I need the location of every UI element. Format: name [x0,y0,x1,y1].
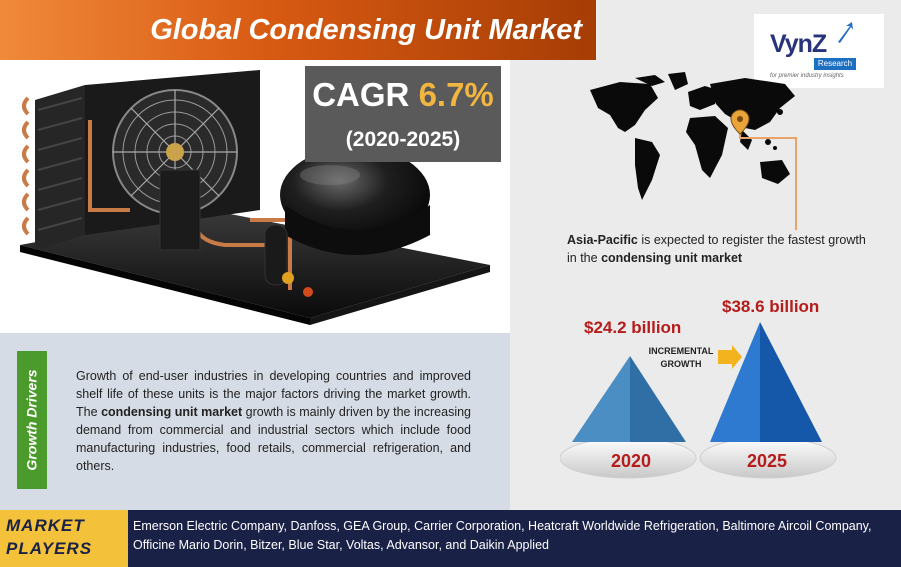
incremental-arrow-icon [718,345,742,369]
logo [754,14,884,88]
cagr-period: (2020-2025) [345,128,461,151]
market-players-bar [0,510,901,567]
value-2020: $24.2 billion [584,318,682,337]
logo-arrow-icon [838,22,853,43]
location-pin-icon [730,109,797,230]
region-highlight-text: Asia-Pacific is expected to register the… [567,231,877,267]
market-size-pyramids [560,322,837,479]
drivers-highlight: condensing unit market [101,405,243,419]
logo-name: VynZ [770,30,827,58]
market-players-list: Emerson Electric Company, Danfoss, GEA G… [133,519,872,552]
cagr-box [305,66,501,162]
page-title: Global Condensing Unit Market [150,14,582,46]
growth-drivers-text: Growth of end-user industries in develop… [76,367,471,475]
region-name: Asia-Pacific [567,233,638,247]
players-label-line1: MARKET [6,516,85,535]
cagr-label: CAGR [312,76,410,113]
drivers-text-2: growth is mainly driven by the increasin… [76,405,472,473]
logo-sub: Research [814,58,856,70]
drivers-text-1: Growth of end-user industries in develop… [76,369,471,419]
incremental-line1: INCREMENTAL [648,346,714,356]
market-players-label: MARKET PLAYERS [6,514,126,560]
condensing-unit-image [20,70,490,325]
market-players-label-bg [0,510,128,567]
cagr-line: CAGR 6.7% [305,76,501,114]
incremental-growth-label: INCREMENTAL GROWTH [641,345,721,371]
pyramid-2020 [572,356,686,442]
cagr-value: 6.7% [418,76,494,113]
value-2025: $38.6 billion [722,297,820,316]
region-market-highlight: condensing unit market [601,251,743,265]
region-text-mid: is expected to register the fastest grow… [567,233,866,265]
title-banner [0,0,596,60]
year-2020: 2020 [611,451,652,471]
logo-tagline: for premier industry insights [770,73,844,79]
incremental-line2: GROWTH [660,359,702,369]
players-label-line2: PLAYERS [6,539,93,558]
growth-drivers-label: Growth Drivers [24,369,41,471]
growth-drivers-tab [17,351,47,489]
growth-drivers-label-wrap: Growth Drivers [17,351,47,489]
pyramid-2025 [710,322,822,442]
year-2025: 2025 [747,451,788,471]
growth-drivers-panel [0,333,510,510]
